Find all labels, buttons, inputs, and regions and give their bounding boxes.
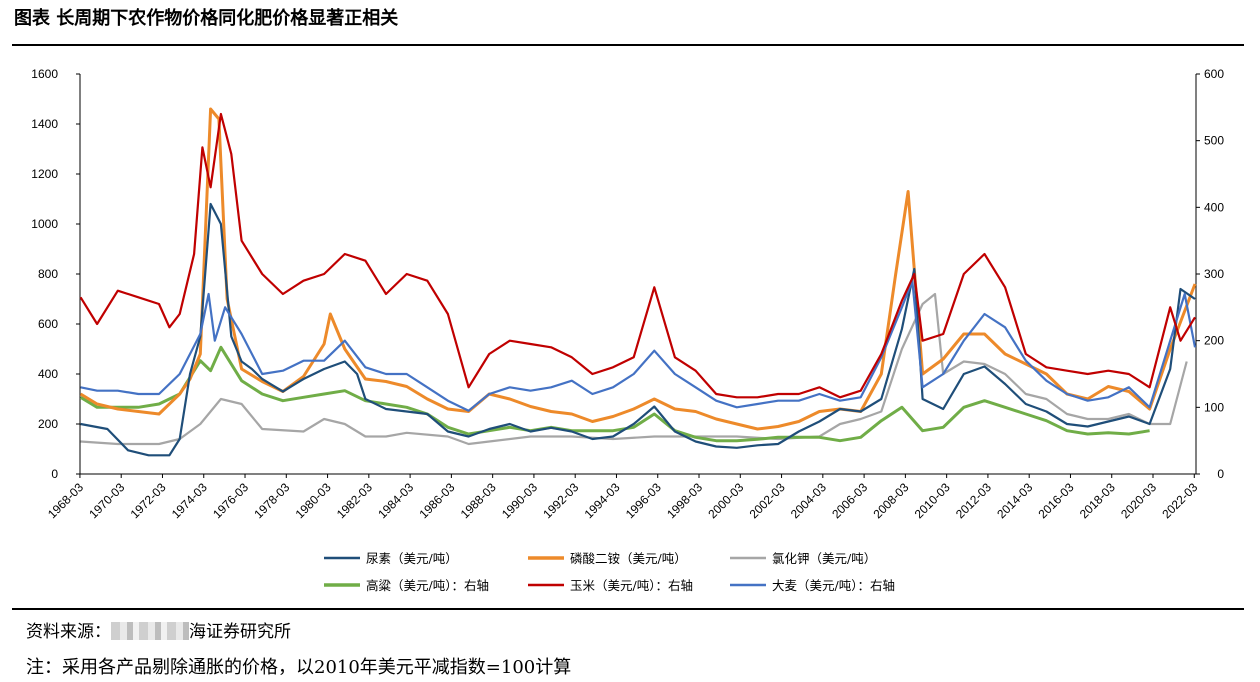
- source-suffix: 海证券研究所: [189, 622, 291, 642]
- x-tick-label: 2014-03: [994, 480, 1035, 521]
- x-tick-label: 1978-03: [251, 480, 292, 521]
- left-tick-label: 1000: [31, 217, 58, 231]
- series-line: [80, 202, 1196, 457]
- x-tick-label: 1968-03: [45, 480, 86, 521]
- left-tick-label: 0: [51, 467, 58, 481]
- x-tick-label: 1990-03: [499, 480, 540, 521]
- right-tick-label: 600: [1204, 67, 1224, 81]
- source-label: 资料来源：: [26, 622, 111, 642]
- x-tick-label: 1986-03: [416, 480, 457, 521]
- x-tick-label: 2006-03: [829, 480, 870, 521]
- x-tick-label: 2008-03: [870, 480, 911, 521]
- legend: 尿素（美元/吨） 磷酸二铵（美元/吨） 氯化钾（美元/吨） 高粱（美元/吨）：右轴 玉米…: [324, 551, 895, 593]
- x-tick-label: 1984-03: [375, 480, 416, 521]
- right-tick-label: 0: [1217, 467, 1224, 481]
- right-tick-label: 500: [1204, 134, 1224, 148]
- source-line: 资料来源： 海证券研究所: [26, 617, 291, 642]
- x-tick-label: 1970-03: [86, 480, 127, 521]
- x-tick-label: 2000-03: [705, 480, 746, 521]
- chart-title: 图表 长周期下农作物价格同化肥价格显著正相关: [14, 8, 399, 29]
- x-tick-label: 2004-03: [788, 480, 829, 521]
- x-tick-label: 1972-03: [128, 480, 169, 521]
- series-line: [79, 345, 1150, 443]
- left-tick-label: 1200: [31, 167, 58, 181]
- right-tick-label: 300: [1204, 267, 1224, 281]
- series-lines: [79, 107, 1197, 457]
- x-tick-label: 2022-03: [1159, 480, 1200, 521]
- series-line: [80, 292, 1188, 446]
- x-tick-label: 2018-03: [1077, 480, 1118, 521]
- x-tick-label: 1974-03: [169, 480, 210, 521]
- x-tick-label: 1992-03: [540, 480, 581, 521]
- legend-label: 玉米（美元/吨）：右轴: [570, 578, 693, 593]
- x-tick-label: 1980-03: [293, 480, 334, 521]
- x-tick-label: 1996-03: [623, 480, 664, 521]
- x-tick-label: 2012-03: [953, 480, 994, 521]
- legend-label: 磷酸二铵（美元/吨）: [570, 551, 687, 566]
- series-line: [79, 107, 1197, 431]
- x-tick-label: 1976-03: [210, 480, 251, 521]
- left-tick-label: 1600: [31, 67, 58, 81]
- left-tick-label: 600: [38, 317, 58, 331]
- x-tick-label: 1994-03: [582, 480, 623, 521]
- x-tick-label: 2002-03: [747, 480, 788, 521]
- x-tick-label: 2016-03: [1036, 480, 1077, 521]
- blurred-text: [111, 622, 189, 640]
- chart: 0 200 400 600 800 1000 1200 1400 1600 0 100 200 300 4…: [31, 67, 1224, 593]
- x-tick-label: 1982-03: [334, 480, 375, 521]
- x-tick-label: 1998-03: [664, 480, 705, 521]
- x-tick-label: 2010-03: [912, 480, 953, 521]
- x-tick-label: 2020-03: [1118, 480, 1159, 521]
- left-tick-label: 200: [38, 417, 58, 431]
- right-tick-label: 400: [1204, 200, 1224, 214]
- legend-label: 大麦（美元/吨）：右轴: [772, 578, 895, 593]
- legend-label: 氯化钾（美元/吨）: [772, 551, 876, 566]
- left-tick-label: 400: [38, 367, 58, 381]
- series-line: [80, 279, 1197, 412]
- right-tick-label: 200: [1204, 334, 1224, 348]
- right-tick-label: 100: [1204, 400, 1224, 414]
- title-divider: [12, 44, 1244, 46]
- legend-label: 尿素（美元/吨）: [366, 551, 458, 566]
- series-line: [79, 112, 1196, 399]
- left-tick-label: 1400: [31, 117, 58, 131]
- left-tick-label: 800: [38, 267, 58, 281]
- x-tick-label: 1988-03: [458, 480, 499, 521]
- footer-divider: [12, 608, 1244, 610]
- note: 注：采用各产品剔除通胀的价格，以2010年美元平减指数=100计算: [26, 657, 572, 678]
- legend-label: 高粱（美元/吨）：右轴: [366, 578, 489, 593]
